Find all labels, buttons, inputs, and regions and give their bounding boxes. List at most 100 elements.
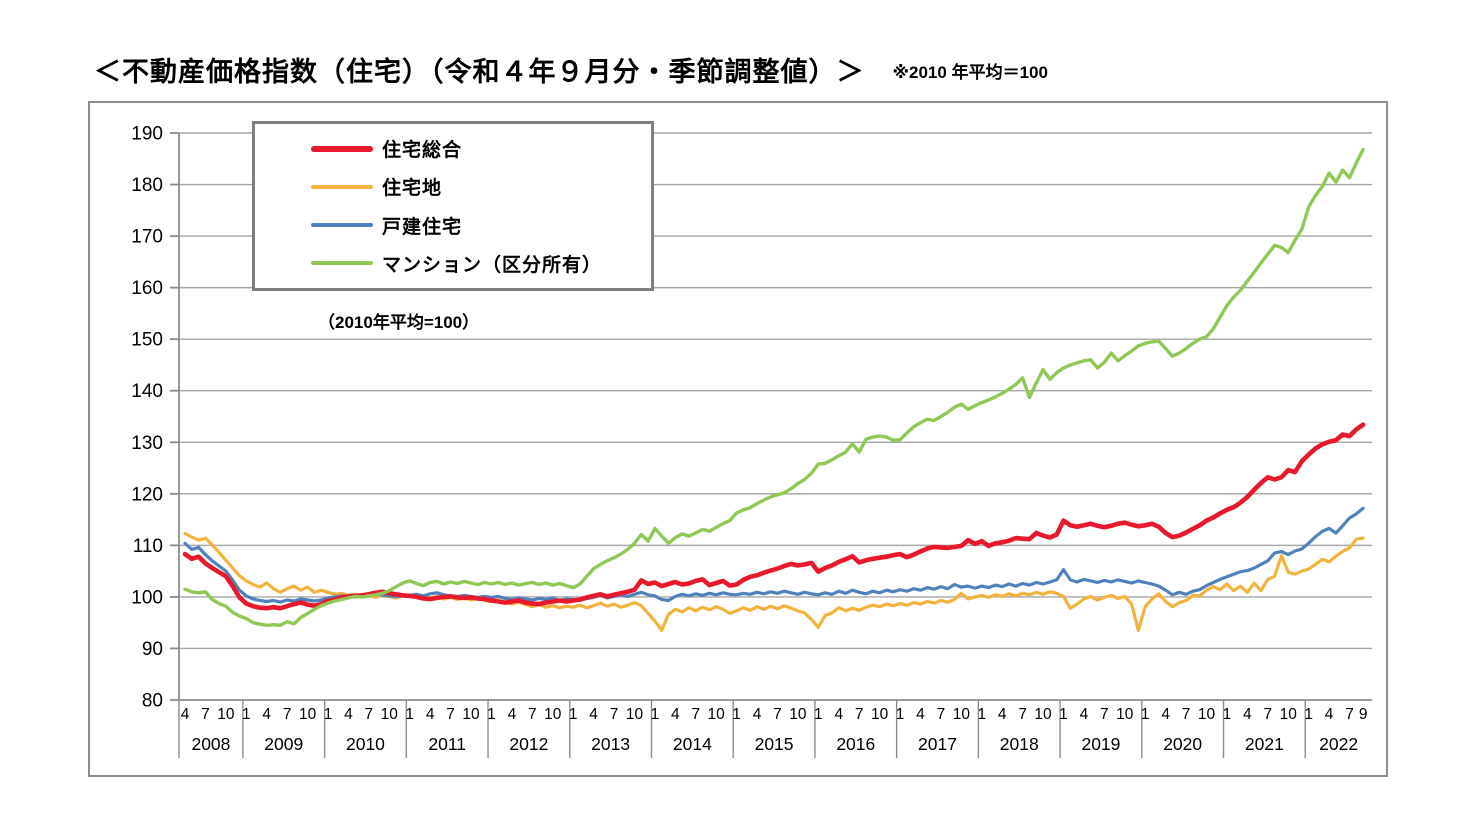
x-month-label: 10 [871, 706, 889, 723]
x-month-label: 4 [181, 706, 190, 723]
x-month-label: 1 [1059, 706, 1068, 723]
legend-item-detached: 戸建住宅 [311, 212, 651, 239]
x-month-label: 1 [569, 706, 578, 723]
x-month-label: 4 [1161, 706, 1170, 723]
x-month-label: 1 [242, 706, 251, 723]
x-month-label: 7 [691, 706, 700, 723]
legend-label-land: 住宅地 [382, 178, 443, 200]
x-month-label: 10 [1034, 706, 1052, 723]
x-month-label: 7 [1018, 706, 1027, 723]
x-year-label: 2022 [1319, 734, 1358, 754]
legend-label-detached: 戸建住宅 [382, 216, 463, 238]
x-month-label: 7 [610, 706, 619, 723]
x-month-label: 4 [671, 706, 680, 723]
x-month-label: 1 [814, 706, 823, 723]
legend-swatch-detached [311, 223, 373, 228]
x-year-label: 2019 [1081, 734, 1120, 754]
x-month-label: 10 [1198, 706, 1216, 723]
y-tick-label: 140 [131, 381, 163, 402]
x-month-label: 10 [1280, 706, 1298, 723]
x-month-label: 10 [789, 706, 807, 723]
x-month-label: 4 [426, 706, 435, 723]
x-month-label: 4 [834, 706, 843, 723]
title-note: ※2010 年平均＝100 [892, 63, 1048, 82]
series-line-land [183, 531, 1365, 633]
x-month-label: 7 [937, 706, 946, 723]
x-month-label: 10 [217, 706, 235, 723]
x-month-label: 1 [651, 706, 660, 723]
x-month-label: 1 [1223, 706, 1232, 723]
y-tick-label: 100 [131, 587, 163, 608]
x-month-label: 4 [916, 706, 925, 723]
x-year-label: 2013 [591, 734, 630, 754]
legend-note: （2010年平均=100） [318, 313, 480, 332]
x-year-label: 2021 [1245, 734, 1284, 754]
x-month-label: 10 [708, 706, 726, 723]
x-month-label: 4 [262, 706, 271, 723]
x-month-label: 7 [528, 706, 537, 723]
x-month-label: 10 [462, 706, 480, 723]
x-month-label: 7 [201, 706, 210, 723]
y-tick-label: 90 [142, 639, 163, 660]
y-tick-label: 160 [131, 278, 163, 299]
y-tick-label: 120 [131, 484, 163, 505]
x-month-label: 7 [773, 706, 782, 723]
legend-swatch-total [311, 145, 373, 152]
x-month-label: 7 [446, 706, 455, 723]
page-title: ＜不動産価格指数（住宅）（令和４年９月分・季節調整値）＞ [94, 57, 865, 87]
legend-item-mansion: マンション（区分所有） [311, 250, 651, 277]
y-tick-label: 80 [142, 691, 163, 712]
x-month-label: 4 [998, 706, 1007, 723]
x-month-label: 4 [508, 706, 517, 723]
x-month-label: 10 [299, 706, 317, 723]
x-year-label: 2012 [509, 734, 548, 754]
x-month-label: 1 [324, 706, 333, 723]
x-month-label: 7 [365, 706, 374, 723]
x-month-label: 1 [896, 706, 905, 723]
x-year-label: 2015 [755, 734, 794, 754]
x-month-label: 7 [1345, 706, 1354, 723]
y-tick-label: 110 [133, 536, 163, 557]
x-month-label: 1 [977, 706, 986, 723]
legend-swatch-land [311, 184, 373, 189]
x-month-label: 7 [1263, 706, 1272, 723]
x-year-label: 2011 [428, 734, 466, 754]
x-month-label: 1 [1304, 706, 1313, 723]
legend-item-total: 住宅総合 [311, 135, 651, 162]
x-year-label: 2016 [836, 734, 875, 754]
x-month-label: 9 [1359, 706, 1368, 723]
x-month-label: 1 [1141, 706, 1150, 723]
x-month-label: 10 [1116, 706, 1134, 723]
legend-swatch-mansion [311, 261, 373, 266]
x-month-label: 7 [283, 706, 292, 723]
x-year-label: 2008 [191, 734, 230, 754]
x-month-label: 10 [626, 706, 644, 723]
title-row: ＜不動産価格指数（住宅）（令和４年９月分・季節調整値）＞ ※2010 年平均＝10… [94, 50, 1048, 89]
y-tick-label: 180 [131, 175, 163, 196]
x-month-label: 10 [544, 706, 562, 723]
x-month-label: 4 [1243, 706, 1252, 723]
series-line-total [182, 422, 1366, 611]
x-month-label: 1 [405, 706, 414, 723]
x-year-label: 2010 [346, 734, 385, 754]
series-line-mansion [183, 147, 1365, 627]
x-month-label: 4 [589, 706, 598, 723]
x-month-label: 4 [1080, 706, 1089, 723]
x-year-label: 2020 [1163, 734, 1202, 754]
legend-item-land: 住宅地 [311, 173, 651, 200]
x-month-label: 10 [381, 706, 399, 723]
y-tick-label: 170 [131, 227, 163, 248]
x-month-label: 4 [344, 706, 353, 723]
x-month-label: 7 [855, 706, 864, 723]
y-tick-label: 190 [131, 124, 163, 145]
x-month-label: 7 [1100, 706, 1109, 723]
x-year-label: 2017 [918, 734, 957, 754]
x-month-label: 7 [1182, 706, 1191, 723]
x-month-label: 1 [732, 706, 741, 723]
x-year-label: 2014 [673, 734, 712, 754]
x-year-label: 2009 [264, 734, 303, 754]
legend-label-mansion: マンション（区分所有） [382, 254, 603, 276]
x-month-label: 4 [753, 706, 762, 723]
x-month-label: 1 [487, 706, 496, 723]
